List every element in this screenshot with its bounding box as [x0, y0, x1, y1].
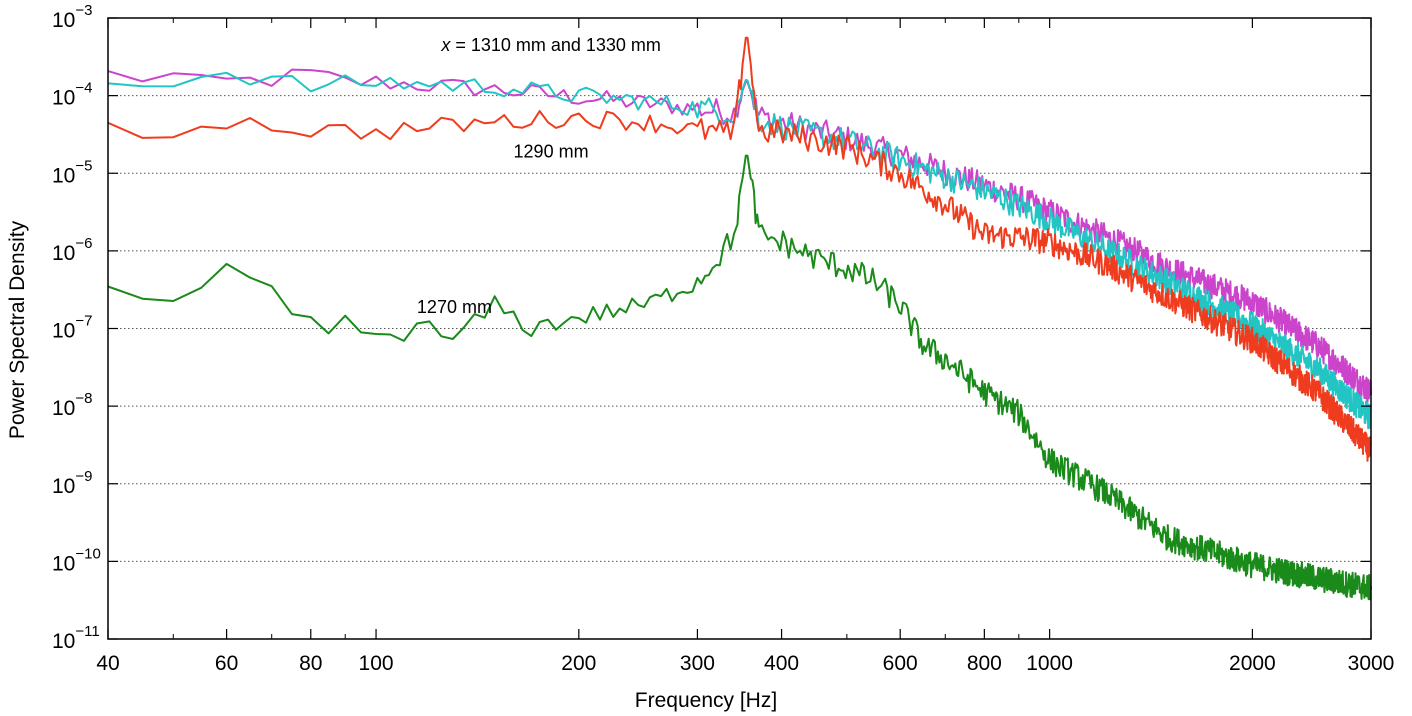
y-tick-label: 10−3 [52, 2, 92, 32]
x-tick-label: 800 [967, 652, 1002, 675]
x-tick-label: 300 [680, 652, 715, 675]
x-tick-label: 200 [561, 652, 596, 675]
series-annotation: x = 1310 mm and 1330 mm [440, 35, 661, 55]
series-line-1290-mm [107, 36, 1372, 462]
series-line-1270-mm [107, 154, 1372, 601]
x-axis-ticks: 40 60 80 100 200 300 400 600 800 1000 2000 3000 [96, 18, 1394, 675]
y-axis-label: Power Spectral Density [6, 220, 29, 439]
series-annotation: 1290 mm [514, 142, 589, 162]
y-tick-label: 10−4 [52, 80, 92, 110]
y-tick-label: 10−8 [52, 390, 92, 420]
series-layer [107, 36, 1372, 601]
series-line-1330-mm [107, 68, 1372, 403]
grid-lines [108, 95, 1371, 562]
x-tick-label: 40 [96, 652, 119, 675]
x-tick-label: 3000 [1348, 652, 1395, 675]
x-tick-label: 1000 [1026, 652, 1073, 675]
x-tick-label: 80 [299, 652, 322, 675]
y-axis-ticks: 10−3 10−4 10−5 10−6 10−7 10−8 10−9 10−10 10−11 [52, 2, 1371, 653]
y-tick-label: 10−10 [52, 545, 101, 575]
series-annotation: 1270 mm [417, 297, 492, 317]
y-tick-label: 10−5 [52, 157, 92, 187]
x-tick-label: 400 [764, 652, 799, 675]
x-axis-label: Frequency [Hz] [635, 689, 777, 712]
y-tick-label: 10−6 [52, 235, 92, 265]
y-tick-label: 10−7 [52, 313, 92, 343]
annotations: x = 1310 mm and 1330 mm 1290 mm 1270 mm [417, 35, 661, 317]
y-tick-label: 10−11 [52, 623, 100, 653]
x-tick-label: 100 [359, 652, 394, 675]
y-tick-label: 10−9 [52, 468, 92, 498]
x-tick-label: 60 [215, 652, 238, 675]
x-tick-label: 2000 [1229, 652, 1276, 675]
x-tick-label: 600 [883, 652, 918, 675]
